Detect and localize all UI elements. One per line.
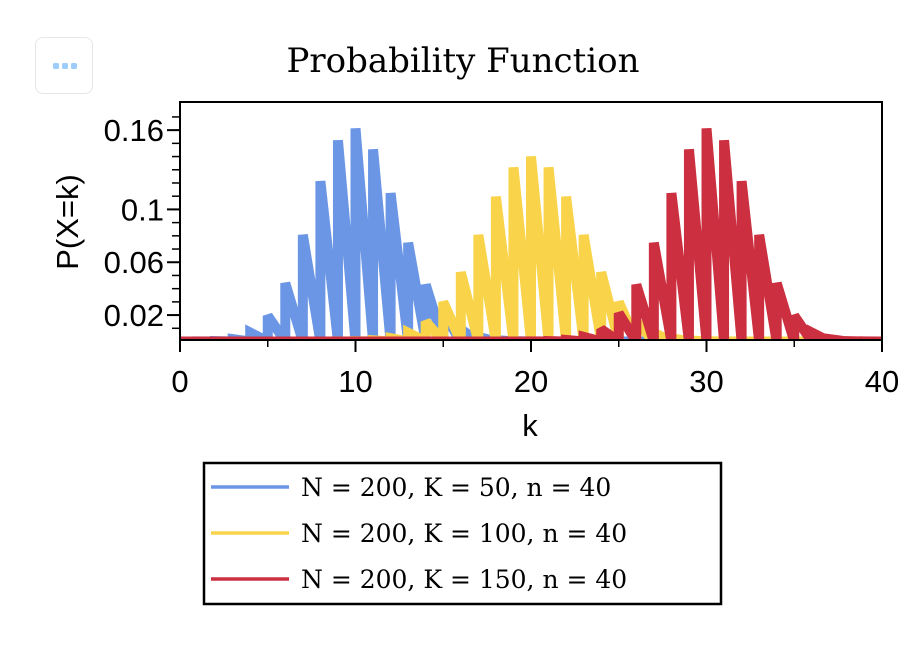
x-tick-label: 20 [514, 364, 548, 399]
x-tick-label: 40 [865, 364, 899, 399]
chart-title: Probability Function [286, 41, 639, 81]
legend-label-2: N = 200, K = 100, n = 40 [301, 519, 627, 548]
x-axis-label: k [522, 408, 538, 443]
y-tick-label: 0.02 [104, 298, 164, 333]
series-line-2 [181, 155, 881, 340]
x-tick-label: 30 [689, 364, 723, 399]
y-tick-label: 0.16 [104, 113, 164, 148]
ellipsis-icon [53, 63, 77, 69]
y-tick-label: 0.1 [121, 192, 164, 227]
x-tick-label: 0 [171, 364, 188, 399]
axes: 0 10 20 30 40 0.02 0.06 0.1 0.16 [104, 113, 900, 399]
series-layer [181, 127, 881, 340]
legend-frame [202, 461, 723, 606]
legend: N = 200, K = 50, n = 40 N = 200, K = 100,… [202, 461, 723, 606]
x-tick-label: 10 [338, 364, 372, 399]
y-tick-label: 0.06 [104, 245, 164, 280]
menu-button[interactable] [35, 37, 93, 94]
legend-label-3: N = 200, K = 150, n = 40 [301, 565, 627, 594]
legend-label-1: N = 200, K = 50, n = 40 [301, 473, 611, 502]
series-line-3 [181, 127, 881, 340]
y-axis-label: P(X=k) [50, 174, 85, 270]
